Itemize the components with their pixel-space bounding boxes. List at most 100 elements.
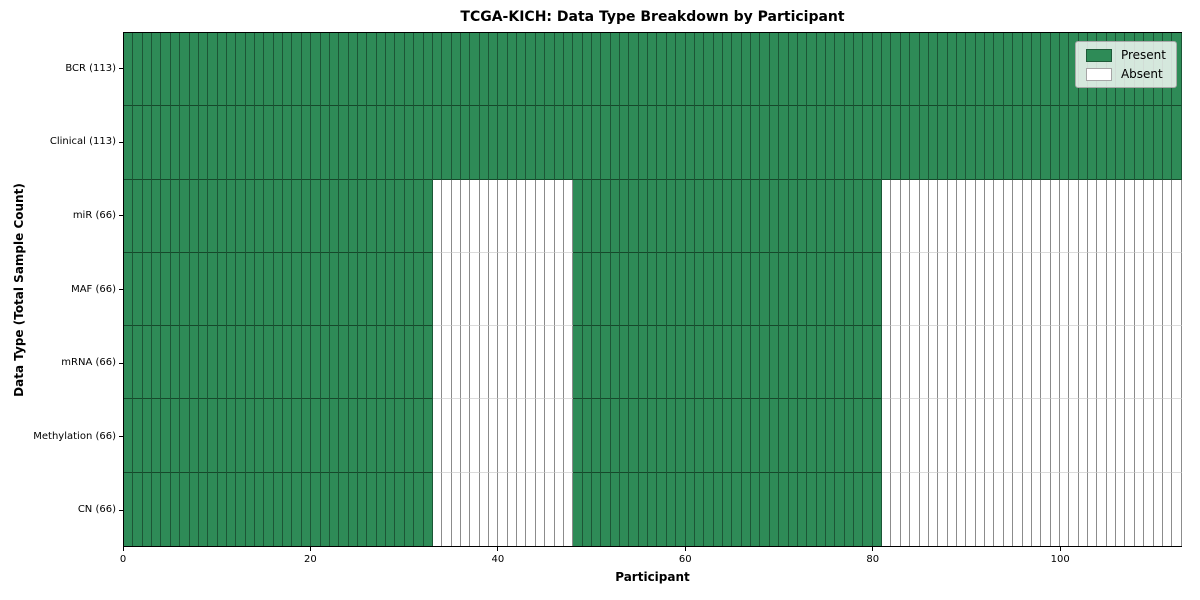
- cell-present: [170, 252, 181, 327]
- cell-present: [666, 179, 677, 253]
- cell-absent: [919, 399, 929, 473]
- cell-absent: [1059, 326, 1070, 400]
- cell-present: [629, 252, 639, 327]
- cell-present: [601, 179, 611, 253]
- cell-present: [133, 399, 143, 473]
- cell-present: [676, 33, 686, 107]
- cell-present: [854, 33, 864, 107]
- cell-present: [142, 399, 153, 473]
- cell-present: [975, 33, 986, 107]
- cell-present: [741, 106, 752, 180]
- cell-present: [198, 106, 209, 180]
- heatmap-row: [124, 33, 1182, 107]
- legend-item-absent: Absent: [1085, 67, 1166, 81]
- cell-absent: [1116, 472, 1126, 546]
- cell-present: [292, 399, 302, 473]
- cell-present: [208, 472, 218, 546]
- cell-present: [1022, 33, 1032, 107]
- cell-absent: [1069, 472, 1079, 546]
- cell-present: [507, 33, 518, 107]
- cell-present: [470, 106, 480, 180]
- cell-absent: [1059, 252, 1070, 327]
- cell-present: [329, 399, 340, 473]
- cell-present: [301, 399, 312, 473]
- cell-present: [797, 106, 808, 180]
- cell-present: [657, 472, 667, 546]
- cell-present: [404, 106, 415, 180]
- y-tick-label: Methylation (66): [33, 430, 116, 442]
- cell-absent: [517, 472, 527, 546]
- cell-present: [882, 33, 892, 107]
- cell-present: [582, 326, 592, 400]
- cell-present: [376, 326, 387, 400]
- cell-present: [816, 399, 826, 473]
- cell-present: [947, 106, 957, 180]
- cell-present: [301, 252, 312, 327]
- cell-absent: [1097, 326, 1107, 400]
- cell-present: [255, 33, 265, 107]
- cell-present: [507, 106, 518, 180]
- legend-label-present: Present: [1120, 48, 1166, 62]
- plot-area: [123, 32, 1182, 547]
- cell-present: [685, 399, 695, 473]
- cell-absent: [442, 179, 452, 253]
- cell-present: [573, 472, 583, 546]
- cell-present: [601, 106, 611, 180]
- cell-present: [751, 33, 761, 107]
- cell-present: [320, 106, 330, 180]
- cell-present: [451, 33, 461, 107]
- cell-present: [779, 106, 789, 180]
- cell-present: [741, 33, 752, 107]
- cell-present: [751, 472, 761, 546]
- cell-absent: [432, 252, 443, 327]
- cell-present: [657, 399, 667, 473]
- cell-present: [835, 472, 845, 546]
- cell-absent: [1153, 252, 1163, 327]
- cell-present: [723, 472, 733, 546]
- cell-present: [414, 33, 424, 107]
- cell-absent: [985, 472, 995, 546]
- cell-absent: [1134, 179, 1145, 253]
- cell-present: [320, 33, 330, 107]
- cell-present: [797, 33, 808, 107]
- cell-absent: [1059, 472, 1070, 546]
- cell-absent: [891, 326, 901, 400]
- cell-present: [255, 106, 265, 180]
- cell-present: [676, 252, 686, 327]
- cell-present: [283, 252, 293, 327]
- x-tick-mark: [872, 547, 874, 551]
- cell-present: [835, 326, 845, 400]
- cell-absent: [928, 399, 939, 473]
- cell-absent: [910, 252, 920, 327]
- cell-present: [610, 472, 621, 546]
- cell-present: [255, 252, 265, 327]
- cell-absent: [956, 179, 967, 253]
- cell-absent: [1116, 252, 1126, 327]
- cell-present: [208, 399, 218, 473]
- cell-present: [554, 106, 564, 180]
- cell-present: [825, 106, 836, 180]
- y-tick-label: Clinical (113): [49, 136, 116, 148]
- cell-present: [582, 399, 592, 473]
- cell-present: [236, 399, 246, 473]
- x-axis-label: Participant: [615, 570, 690, 584]
- x-tick-label: 40: [491, 554, 505, 565]
- cell-present: [1125, 106, 1135, 180]
- cell-absent: [1003, 326, 1014, 400]
- cell-absent: [882, 399, 892, 473]
- cell-present: [863, 326, 873, 400]
- cell-absent: [882, 252, 892, 327]
- cell-absent: [1059, 399, 1070, 473]
- cell-present: [685, 33, 695, 107]
- cell-absent: [947, 472, 957, 546]
- cell-absent: [460, 472, 471, 546]
- cell-present: [1078, 106, 1089, 180]
- cell-present: [956, 33, 967, 107]
- cell-present: [676, 326, 686, 400]
- cell-present: [554, 33, 564, 107]
- cell-present: [432, 33, 443, 107]
- cell-absent: [985, 326, 995, 400]
- cell-present: [329, 326, 340, 400]
- cell-absent: [1050, 399, 1060, 473]
- cell-absent: [966, 252, 976, 327]
